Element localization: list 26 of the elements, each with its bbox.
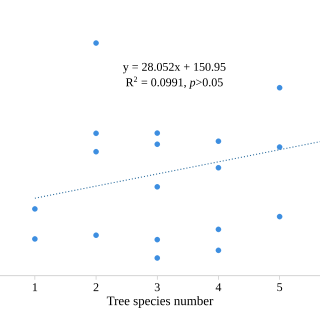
x-tick-label: 2: [94, 283, 98, 292]
point: [93, 232, 99, 238]
x-tick-label: 1: [32, 283, 38, 292]
point: [216, 164, 222, 171]
x-tick-label: 4: [216, 283, 222, 292]
point: [154, 255, 160, 261]
point: [93, 40, 99, 46]
annotation: y = 28.052x + 150.95: [122, 62, 226, 74]
point: [93, 148, 99, 154]
x-axis-title: Tree species number: [106, 296, 214, 308]
annotation: R$^{2}$ = 0.0991, p>0.05: [126, 76, 223, 89]
point: [216, 248, 222, 254]
point: [154, 130, 160, 136]
point: [216, 138, 222, 144]
point: [32, 206, 38, 212]
point: [154, 184, 160, 190]
point: [32, 236, 38, 242]
x-tick-label: 5: [277, 283, 282, 292]
point: [276, 84, 282, 91]
point: [93, 130, 99, 136]
x-tick-label: 3: [154, 283, 160, 292]
point: [154, 236, 160, 242]
point: [276, 144, 282, 150]
point: [216, 226, 222, 232]
point: [154, 141, 160, 148]
point: [276, 214, 282, 220]
